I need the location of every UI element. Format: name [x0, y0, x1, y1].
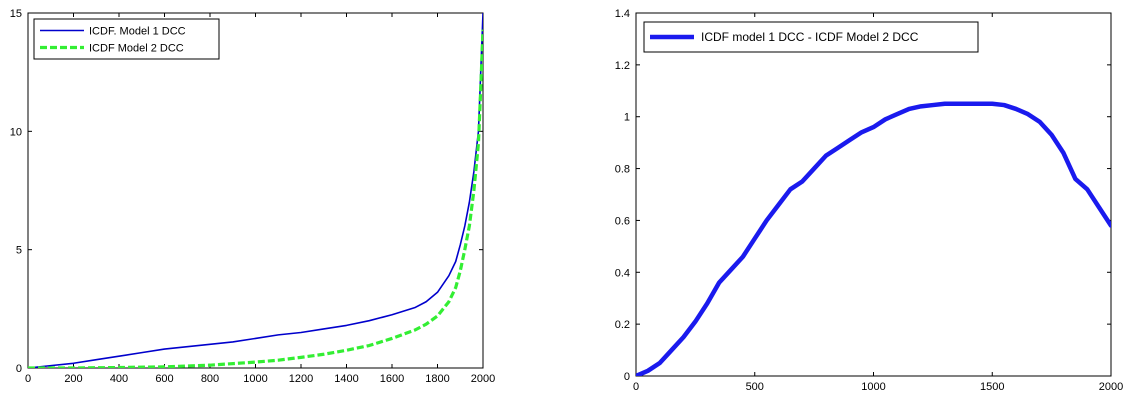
x-tick-label: 1500	[980, 381, 1004, 393]
x-tick-label: 1600	[380, 373, 404, 385]
x-tick-label: 2000	[471, 373, 495, 385]
y-tick-label: 1.4	[615, 8, 630, 20]
y-tick-label: 0.6	[615, 215, 630, 227]
legend-box	[33, 18, 220, 60]
x-tick-label: 1800	[425, 373, 449, 385]
legend-label-1: ICDF. Model 1 DCC	[89, 26, 186, 38]
x-tick-label: 0	[25, 373, 31, 385]
x-tick-label: 600	[155, 373, 173, 385]
legend-label-1: ICDF model 1 DCC - ICDF Model 2 DCC	[701, 30, 919, 44]
y-tick-label: 0	[16, 363, 22, 375]
y-tick-label: 10	[10, 126, 22, 138]
y-tick-label: 1	[624, 112, 630, 124]
x-tick-label: 500	[746, 381, 764, 393]
axes-frame	[27, 12, 484, 369]
series-line-1	[28, 13, 483, 368]
legend: ICDF. Model 1 DCC ICDF Model 2 DCC	[33, 18, 220, 60]
axes-frame	[635, 12, 1112, 377]
x-tick-label: 800	[201, 373, 219, 385]
x-tick-label: 1000	[861, 381, 885, 393]
y-tick-label: 1.2	[615, 60, 630, 72]
series-line-2	[28, 29, 483, 368]
right-chart: 0 500 1000 1500 2000 0 0.2 0.4 0.6 0.8 1 1.2 1.4 ICDF…	[615, 8, 1124, 393]
x-tick-label: 0	[633, 381, 639, 393]
x-tick-label: 200	[64, 373, 82, 385]
x-tick-label: 2000	[1099, 381, 1123, 393]
y-tick-label: 15	[10, 8, 22, 20]
legend-box	[643, 21, 979, 53]
x-tick-label: 1200	[289, 373, 313, 385]
y-tick-label: 0.4	[615, 267, 630, 279]
y-tick-label: 5	[16, 245, 22, 257]
y-tick-label: 0.8	[615, 164, 630, 176]
y-tick-label: 0	[624, 371, 630, 383]
legend: ICDF model 1 DCC - ICDF Model 2 DCC	[643, 21, 979, 53]
legend-label-2: ICDF Model 2 DCC	[89, 43, 184, 55]
series-line-1	[636, 101, 1111, 376]
x-tick-label: 1400	[334, 373, 358, 385]
y-tick-label: 0.2	[615, 319, 630, 331]
x-tick-label: 1000	[243, 373, 267, 385]
x-tick-label: 400	[110, 373, 128, 385]
left-chart: 0 200 400 600 800 1000 1200 1400 1600 1800 2000 0 5 1…	[10, 8, 495, 385]
